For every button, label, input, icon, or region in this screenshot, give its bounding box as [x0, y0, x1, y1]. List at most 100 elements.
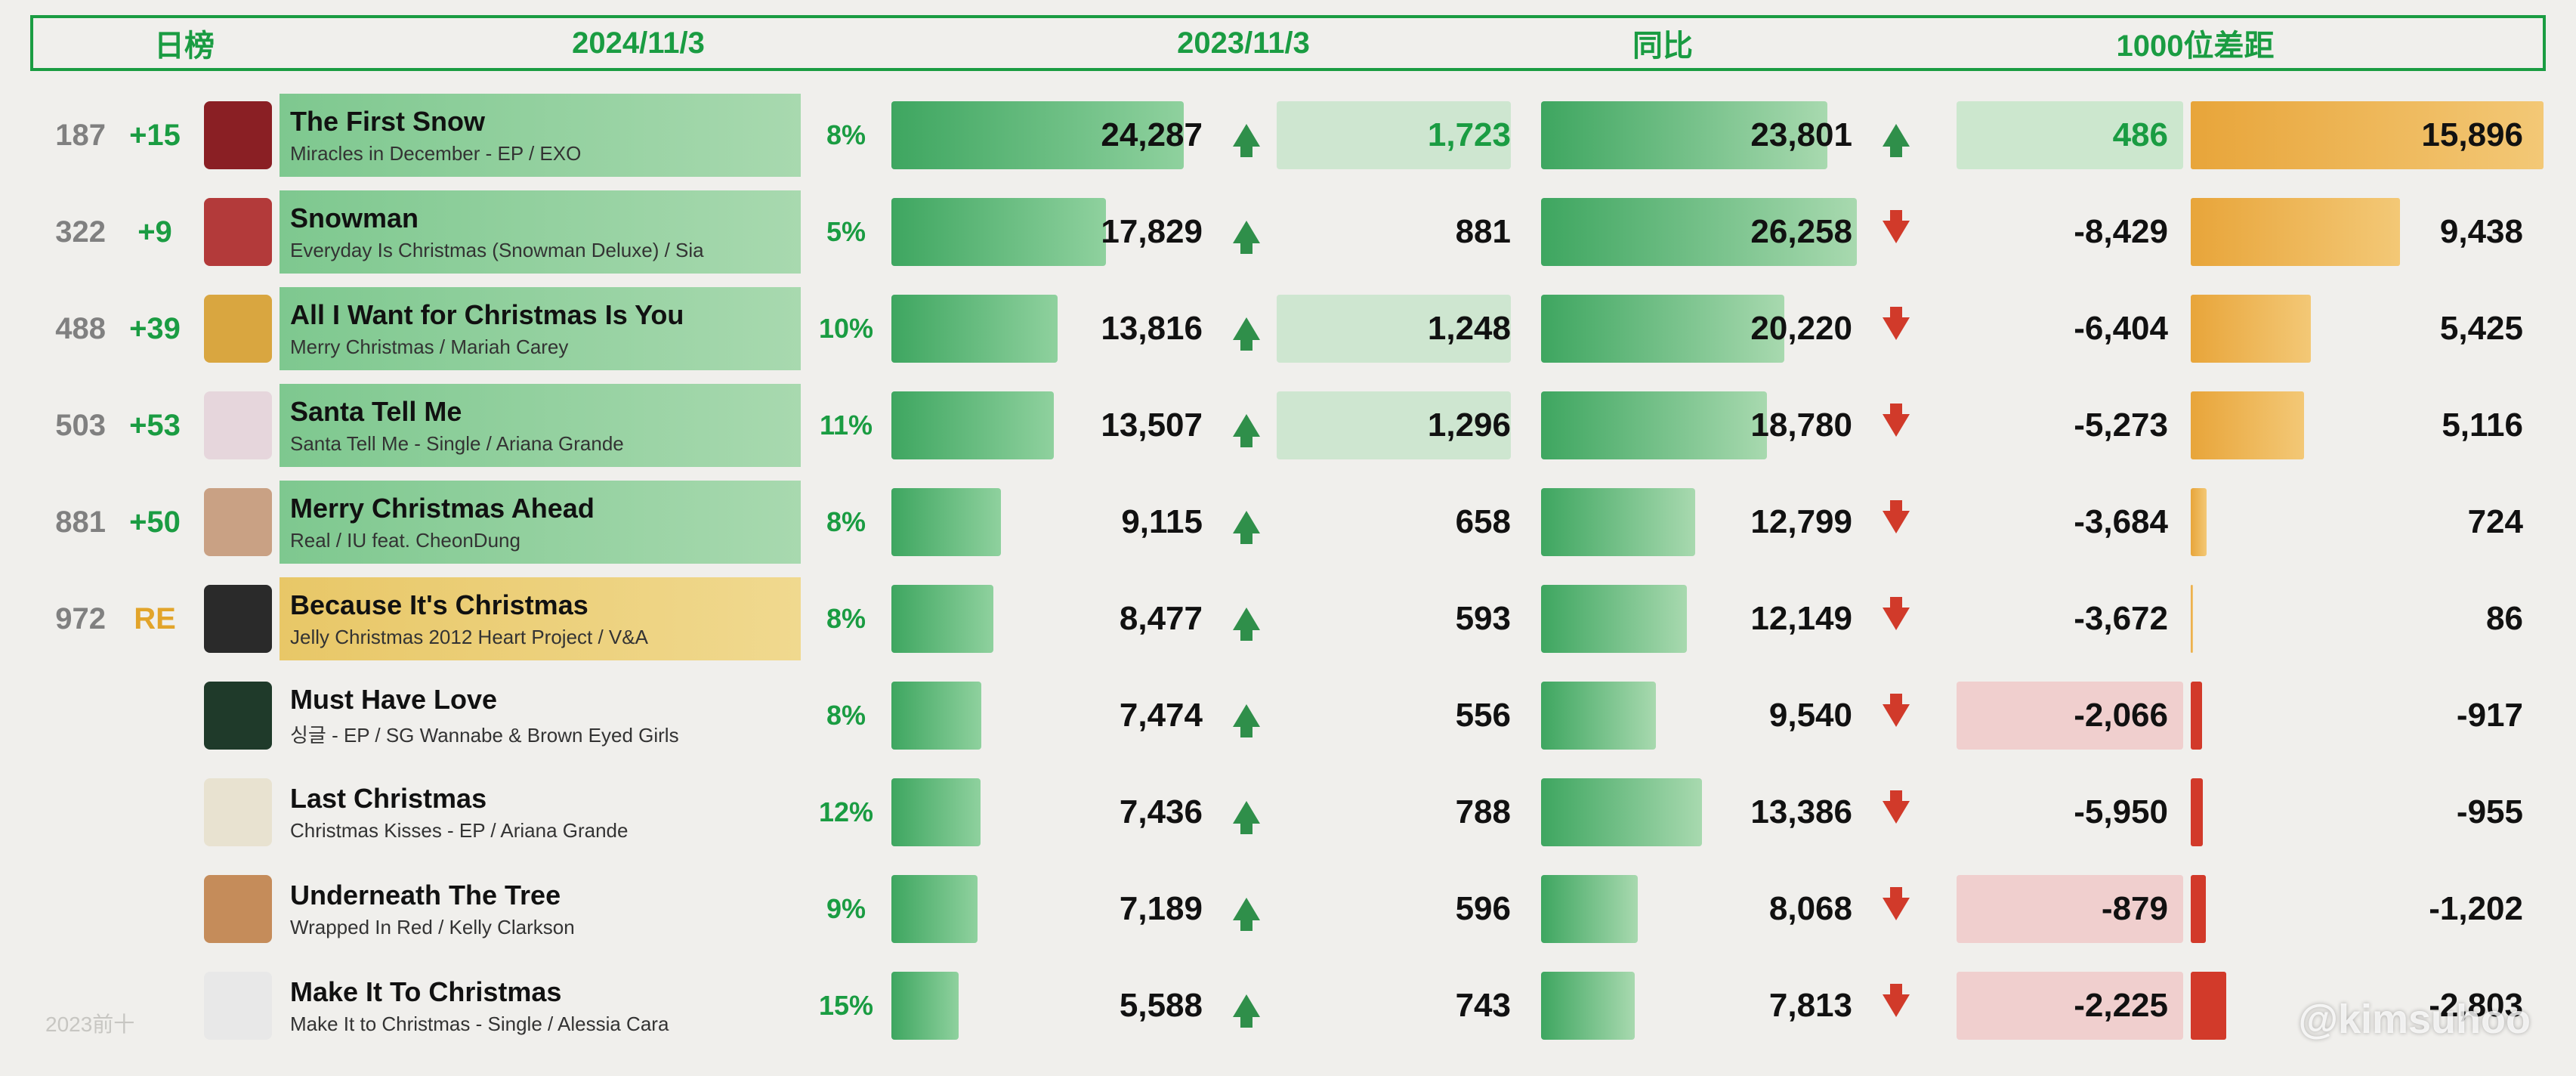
yoy-value: -3,672: [2074, 600, 2168, 638]
arrow-down-icon: [1883, 414, 1910, 437]
chart-row: Last ChristmasChristmas Kisses - EP / Ar…: [30, 771, 2546, 854]
delta-value: 596: [1456, 890, 1511, 928]
header-date-current: 2024/11/3: [267, 26, 1009, 60]
song-title: Merry Christmas Ahead: [290, 493, 786, 524]
rank-change: +50: [129, 506, 181, 540]
delta-value: 658: [1456, 503, 1511, 541]
value-2023: 12,799: [1541, 503, 1866, 541]
value-2024: 17,829: [891, 213, 1216, 251]
arrow-up-icon: [1883, 124, 1910, 147]
arrow-up-icon: [1233, 608, 1260, 630]
arrow-down-icon: [1883, 317, 1910, 340]
gap-value: 15,896: [2191, 116, 2546, 154]
value-2023: 7,813: [1541, 987, 1866, 1025]
header-row: 日榜 2024/11/3 2023/11/3 同比 1000位差距: [30, 15, 2546, 71]
album-art: [204, 972, 272, 1040]
gap-value: 86: [2191, 600, 2546, 638]
watermark: @kimsuhoo: [2298, 996, 2531, 1043]
percent-change: 15%: [819, 990, 873, 1022]
song-subtitle: Wrapped In Red / Kelly Clarkson: [290, 916, 786, 939]
percent-change: 8%: [826, 119, 866, 151]
gap-value: -917: [2191, 697, 2546, 734]
album-art: [204, 875, 272, 943]
song-subtitle: Jelly Christmas 2012 Heart Project / V&A: [290, 626, 786, 649]
arrow-up-icon: [1233, 124, 1260, 147]
song-subtitle: Merry Christmas / Mariah Carey: [290, 335, 786, 359]
value-2023: 18,780: [1541, 407, 1866, 444]
value-2023: 23,801: [1541, 116, 1866, 154]
footer-dim-text: 2023前十: [45, 1008, 134, 1038]
arrow-down-icon: [1883, 608, 1910, 630]
rank-number: 187: [55, 119, 106, 153]
song-subtitle: Santa Tell Me - Single / Ariana Grande: [290, 432, 786, 456]
percent-change: 8%: [826, 603, 866, 635]
gap-value: -1,202: [2191, 890, 2546, 928]
yoy-value: 486: [2113, 116, 2168, 154]
rank-change: RE: [134, 602, 176, 636]
song-title: Underneath The Tree: [290, 880, 786, 911]
value-2023: 13,386: [1541, 793, 1866, 831]
chart-row: 322+9SnowmanEveryday Is Christmas (Snowm…: [30, 190, 2546, 274]
value-2023: 8,068: [1541, 890, 1866, 928]
value-2023: 12,149: [1541, 600, 1866, 638]
header-rank-label: 日榜: [33, 21, 267, 65]
percent-change: 9%: [826, 893, 866, 925]
value-2024: 9,115: [891, 503, 1216, 541]
arrow-down-icon: [1883, 704, 1910, 727]
percent-change: 8%: [826, 506, 866, 538]
value-2023: 20,220: [1541, 310, 1866, 348]
album-art: [204, 198, 272, 266]
delta-value: 1,248: [1428, 310, 1511, 348]
header-date-prev: 2023/11/3: [1009, 26, 1478, 60]
chart-row: Must Have Love싱글 - EP / SG Wannabe & Bro…: [30, 674, 2546, 757]
chart-row: 187+15The First SnowMiracles in December…: [30, 94, 2546, 177]
arrow-up-icon: [1233, 221, 1260, 243]
arrow-up-icon: [1233, 898, 1260, 920]
chart-row: 503+53Santa Tell MeSanta Tell Me - Singl…: [30, 384, 2546, 467]
song-subtitle: Make It to Christmas - Single / Alessia …: [290, 1013, 786, 1036]
arrow-down-icon: [1883, 801, 1910, 824]
yoy-value: -8,429: [2074, 213, 2168, 251]
header-gap-label: 1000位差距: [1848, 21, 2543, 65]
arrow-down-icon: [1883, 994, 1910, 1017]
yoy-value: -879: [2102, 890, 2168, 928]
value-2023: 26,258: [1541, 213, 1866, 251]
rank-change: +9: [137, 215, 172, 249]
album-art: [204, 585, 272, 653]
album-art: [204, 391, 272, 459]
song-title: Make It To Christmas: [290, 976, 786, 1008]
chart-row: 488+39All I Want for Christmas Is YouMer…: [30, 287, 2546, 370]
delta-value: 743: [1456, 987, 1511, 1025]
value-2024: 13,507: [891, 407, 1216, 444]
percent-change: 11%: [820, 410, 873, 441]
value-2024: 7,474: [891, 697, 1216, 734]
value-2024: 5,588: [891, 987, 1216, 1025]
gap-value: -955: [2191, 793, 2546, 831]
gap-value: 5,116: [2191, 407, 2546, 444]
arrow-up-icon: [1233, 511, 1260, 533]
delta-value: 881: [1456, 213, 1511, 251]
header-yoy-label: 同比: [1478, 21, 1848, 65]
arrow-up-icon: [1233, 317, 1260, 340]
rank-change: +15: [129, 119, 181, 153]
arrow-down-icon: [1883, 898, 1910, 920]
rank-number: 322: [55, 215, 106, 249]
rank-number: 972: [55, 602, 106, 636]
chart-row: 972REBecause It's ChristmasJelly Christm…: [30, 577, 2546, 660]
delta-value: 593: [1456, 600, 1511, 638]
delta-value: 788: [1456, 793, 1511, 831]
rank-change: +53: [129, 409, 181, 443]
percent-change: 5%: [826, 216, 866, 248]
percent-change: 10%: [819, 313, 873, 345]
yoy-value: -2,066: [2074, 697, 2168, 734]
percent-change: 8%: [826, 700, 866, 731]
album-art: [204, 682, 272, 750]
song-subtitle: 싱글 - EP / SG Wannabe & Brown Eyed Girls: [290, 720, 786, 748]
yoy-value: -3,684: [2074, 503, 2168, 541]
value-2024: 8,477: [891, 600, 1216, 638]
arrow-up-icon: [1233, 994, 1260, 1017]
value-2024: 7,436: [891, 793, 1216, 831]
album-art: [204, 488, 272, 556]
gap-value: 9,438: [2191, 213, 2546, 251]
value-2024: 13,816: [891, 310, 1216, 348]
